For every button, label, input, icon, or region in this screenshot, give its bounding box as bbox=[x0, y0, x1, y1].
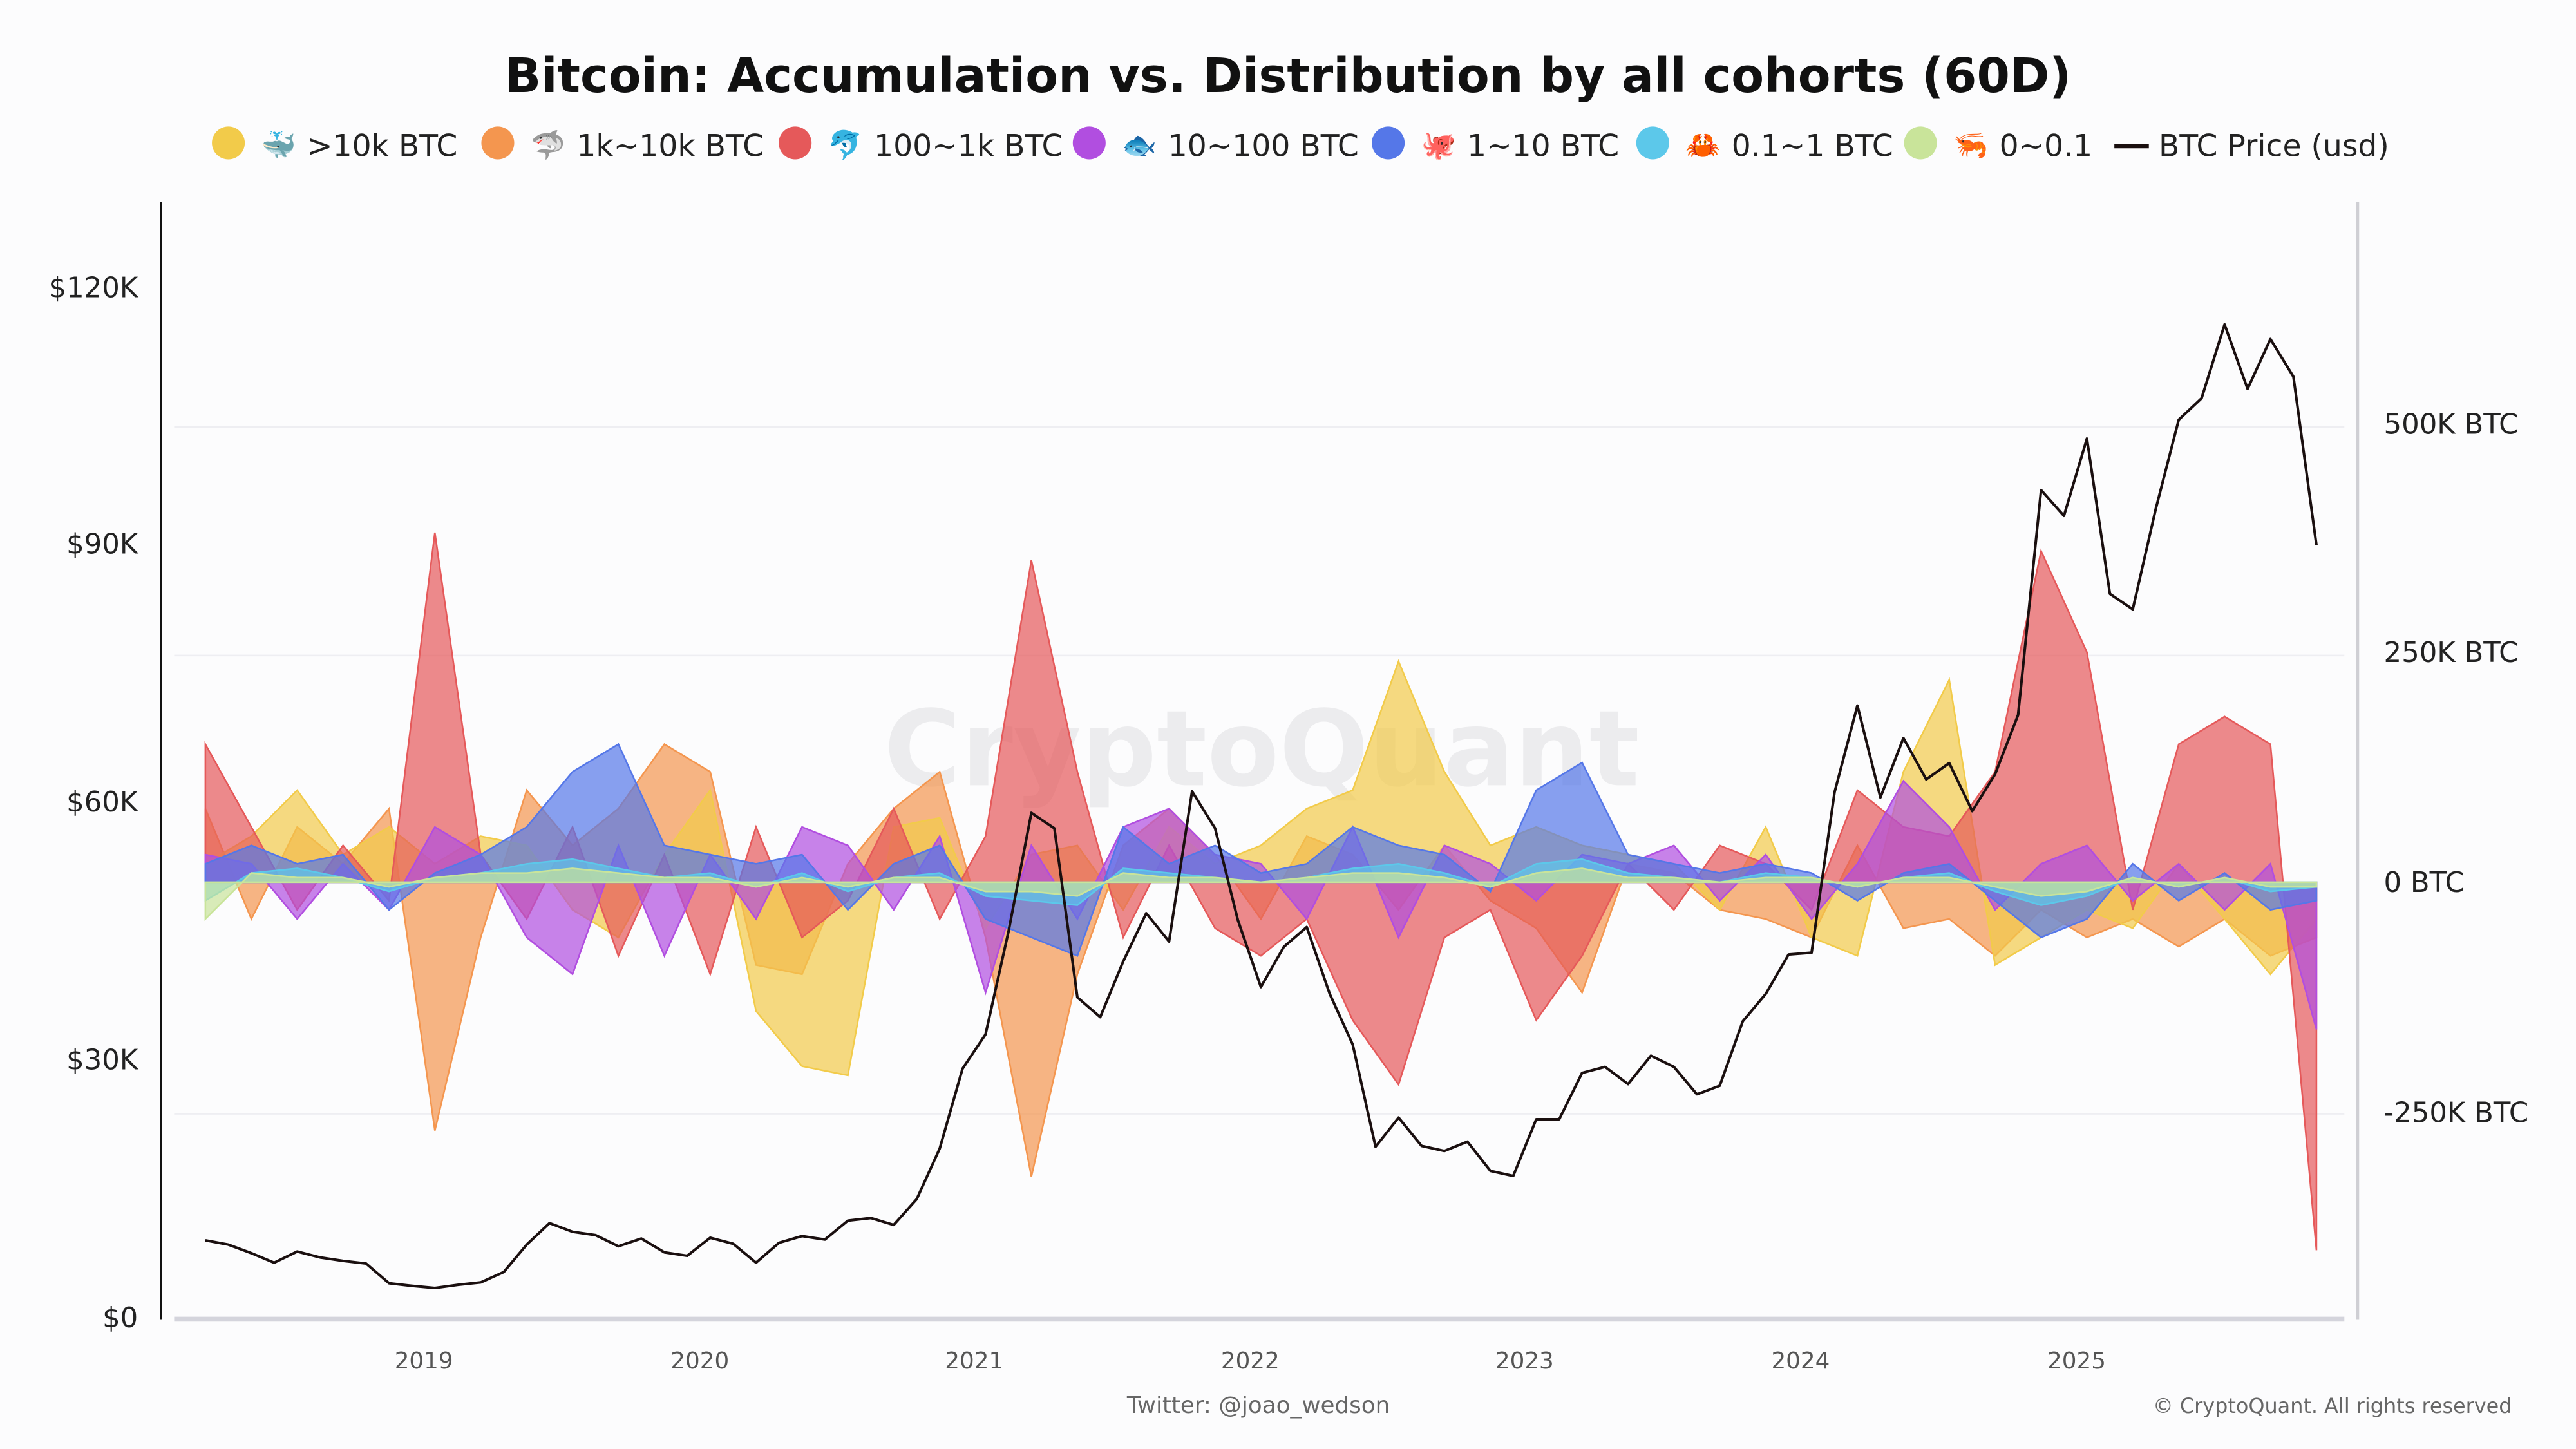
legend-swatch bbox=[1904, 126, 1937, 160]
area-series-0-0-1 bbox=[204, 867, 2318, 922]
area-series-10-100-btc bbox=[204, 779, 2318, 1030]
right-tick: 250K BTC bbox=[2384, 637, 2519, 669]
cohort-areas bbox=[204, 532, 2318, 1251]
legend-label: 1k~10k BTC bbox=[576, 128, 764, 164]
legend-swatch bbox=[779, 126, 812, 160]
legend-label: 0.1~1 BTC bbox=[1732, 128, 1893, 164]
legend-item[interactable]: 🐙 1~10 BTC bbox=[1372, 126, 1619, 164]
x-axis-ticks: 2019 2020 2021 2022 2023 2024 2025 bbox=[395, 1348, 2106, 1374]
right-tick: -250K BTC bbox=[2384, 1097, 2529, 1129]
right-axis-ticks: -250K BTC 0 BTC 250K BTC 500K BTC bbox=[2384, 408, 2529, 1129]
legend-item[interactable]: 🐬 100~1k BTC bbox=[779, 126, 1063, 164]
legend-label: 10~100 BTC bbox=[1168, 128, 1359, 164]
legend-item[interactable]: 🦐 0~0.1 bbox=[1904, 126, 2093, 164]
legend-label: 100~1k BTC bbox=[874, 128, 1063, 164]
legend-label: >10k BTC bbox=[307, 128, 457, 164]
legend-label: 1~10 BTC bbox=[1467, 128, 1619, 164]
chart-title: Bitcoin: Accumulation vs. Distribution b… bbox=[505, 48, 2071, 104]
area-series-1-10-btc bbox=[204, 743, 2318, 957]
btc-price-line bbox=[205, 323, 2318, 1290]
legend-swatch bbox=[212, 126, 245, 160]
legend-swatch bbox=[1636, 126, 1669, 160]
right-tick: 500K BTC bbox=[2384, 408, 2519, 440]
legend-swatch bbox=[1372, 126, 1405, 160]
legend: 🐳 >10k BTC 🦈 1k~10k BTC 🐬 100~1k BTC 🐟 10~100 B… bbox=[212, 126, 2389, 164]
legend-item[interactable]: BTC Price (usd) bbox=[2114, 128, 2389, 164]
x-tick: 2025 bbox=[2047, 1348, 2106, 1374]
left-tick: $90K bbox=[66, 529, 139, 561]
crab-icon: 🦀 bbox=[1685, 129, 1720, 162]
octopus-icon: 🐙 bbox=[1421, 129, 1456, 162]
left-tick: $30K bbox=[66, 1045, 139, 1077]
whale-icon: 🐳 bbox=[261, 129, 296, 162]
x-tick: 2021 bbox=[945, 1348, 1003, 1374]
legend-label: 0~0.1 bbox=[2000, 128, 2093, 164]
right-tick: 0 BTC bbox=[2384, 867, 2465, 899]
gridlines bbox=[174, 426, 2345, 1115]
legend-swatch bbox=[1072, 126, 1106, 160]
legend-label: BTC Price (usd) bbox=[2159, 128, 2389, 164]
shrimp-icon: 🦐 bbox=[1953, 129, 1988, 162]
left-axis-ticks: $0 $30K $60K $90K $120K bbox=[49, 272, 139, 1334]
dolphin-icon: 🐬 bbox=[828, 128, 863, 162]
legend-item[interactable]: 🐳 >10k BTC bbox=[212, 126, 457, 164]
x-tick: 2024 bbox=[1771, 1348, 1830, 1374]
x-tick: 2020 bbox=[670, 1348, 729, 1374]
legend-item[interactable]: 🦀 0.1~1 BTC bbox=[1636, 126, 1893, 164]
legend-item[interactable]: 🐟 10~100 BTC bbox=[1072, 126, 1359, 164]
legend-swatch bbox=[481, 126, 515, 160]
x-tick: 2022 bbox=[1221, 1348, 1280, 1374]
left-tick: $0 bbox=[102, 1302, 138, 1334]
shark-icon: 🦈 bbox=[531, 129, 565, 162]
left-tick: $60K bbox=[66, 786, 139, 819]
x-tick: 2019 bbox=[395, 1348, 453, 1374]
legend-item[interactable]: 🦈 1k~10k BTC bbox=[481, 126, 764, 164]
copyright: © CryptoQuant. All rights reserved bbox=[2153, 1394, 2512, 1418]
fish-icon: 🐟 bbox=[1122, 129, 1157, 162]
left-tick: $120K bbox=[49, 272, 139, 305]
x-tick: 2023 bbox=[1495, 1348, 1554, 1374]
twitter-credit: Twitter: @joao_wedson bbox=[1126, 1392, 1390, 1419]
